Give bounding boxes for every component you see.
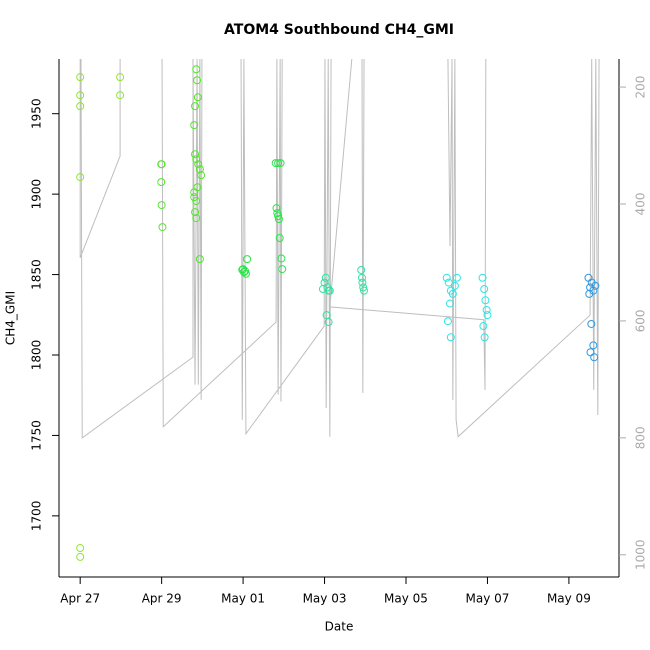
point xyxy=(192,197,201,206)
point xyxy=(450,281,459,290)
y2-tick-label: 200 xyxy=(634,76,648,99)
point xyxy=(158,223,167,232)
point xyxy=(480,285,489,294)
point xyxy=(358,278,367,287)
point xyxy=(360,286,369,295)
point xyxy=(445,299,454,308)
point xyxy=(195,165,204,174)
point xyxy=(191,208,200,217)
point xyxy=(324,318,333,327)
point xyxy=(359,283,368,292)
point xyxy=(193,76,202,85)
point xyxy=(243,255,252,264)
pressure-line xyxy=(79,58,600,439)
point xyxy=(586,348,595,357)
point xyxy=(76,91,85,100)
point xyxy=(193,93,202,102)
x-tick-label: May 09 xyxy=(547,592,591,606)
point xyxy=(116,91,125,100)
point xyxy=(273,209,282,218)
point xyxy=(272,204,281,213)
point xyxy=(76,102,85,111)
x-tick-label: May 07 xyxy=(465,592,509,606)
y-tick-label: 1700 xyxy=(30,501,44,532)
y2-tick-label: 800 xyxy=(634,426,648,449)
x-tick-label: Apr 27 xyxy=(60,592,100,606)
point xyxy=(277,254,286,263)
point xyxy=(448,289,457,298)
point xyxy=(192,214,201,223)
point xyxy=(321,273,330,282)
point xyxy=(452,273,461,282)
y-tick-label: 1850 xyxy=(30,259,44,290)
point xyxy=(241,269,250,278)
point xyxy=(191,102,200,111)
point xyxy=(479,322,488,331)
point xyxy=(481,296,490,305)
point xyxy=(278,265,287,274)
point xyxy=(276,159,285,168)
point xyxy=(116,73,125,82)
y-tick-label: 1950 xyxy=(30,98,44,129)
point xyxy=(197,171,206,180)
point xyxy=(480,333,489,342)
point xyxy=(482,305,491,314)
point xyxy=(357,266,366,275)
y2-tick-label: 400 xyxy=(634,193,648,216)
point xyxy=(590,353,599,362)
x-tick-label: May 01 xyxy=(221,592,265,606)
point xyxy=(76,552,85,561)
point xyxy=(274,159,283,168)
point xyxy=(591,281,600,290)
point xyxy=(76,544,85,553)
point xyxy=(587,319,596,328)
y-tick-label: 1800 xyxy=(30,340,44,371)
point xyxy=(358,273,367,282)
chart-title: ATOM4 Southbound CH4_GMI xyxy=(224,22,454,38)
point xyxy=(195,255,204,264)
point xyxy=(192,155,201,164)
x-tick-label: May 05 xyxy=(384,592,428,606)
x-tick-label: May 03 xyxy=(303,592,347,606)
x-tick-label: Apr 29 xyxy=(142,592,182,606)
y-tick-label: 1750 xyxy=(30,420,44,451)
y2-tick-label: 1000 xyxy=(634,540,648,571)
point xyxy=(239,268,248,277)
point xyxy=(76,73,85,82)
point xyxy=(194,160,203,169)
point xyxy=(76,173,85,182)
point xyxy=(589,341,598,350)
point xyxy=(483,311,492,320)
point xyxy=(325,286,334,295)
point xyxy=(190,121,199,130)
point xyxy=(443,317,452,326)
point xyxy=(584,273,593,282)
point xyxy=(446,333,455,342)
y-axis-label: CH4_GMI xyxy=(4,291,18,345)
point xyxy=(192,65,201,74)
point xyxy=(191,150,200,159)
y-tick-label: 1900 xyxy=(30,179,44,210)
y2-tick-label: 600 xyxy=(634,309,648,332)
point xyxy=(271,159,280,168)
point xyxy=(478,273,487,282)
point xyxy=(442,273,451,282)
x-axis-label: Date xyxy=(325,620,354,634)
point xyxy=(157,201,166,210)
point xyxy=(190,193,199,202)
point xyxy=(157,178,166,187)
point xyxy=(190,188,199,197)
point xyxy=(444,278,453,287)
point xyxy=(274,215,283,224)
point xyxy=(585,289,594,298)
point xyxy=(275,234,284,243)
point xyxy=(239,265,248,274)
point xyxy=(157,160,166,169)
